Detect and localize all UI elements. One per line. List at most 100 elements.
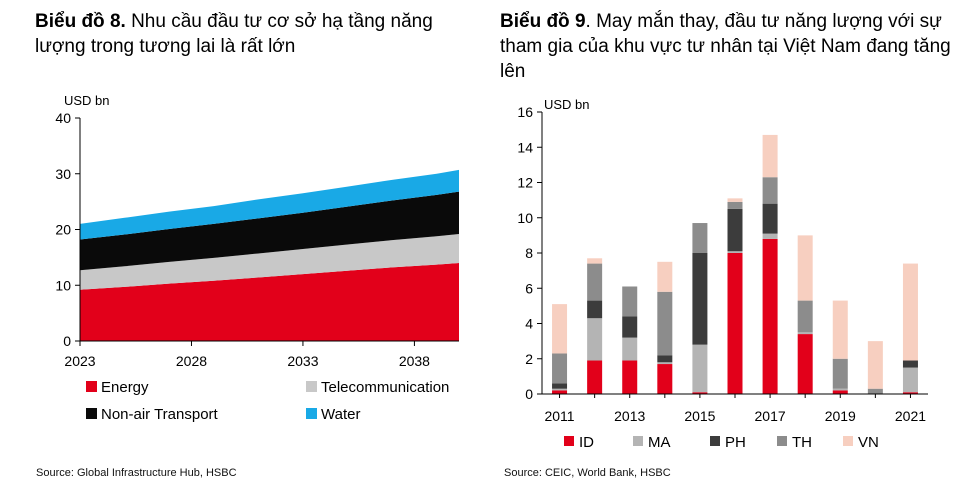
chart-panel-infrastructure-demand: Biểu đồ 8. Nhu cầu đầu tư cơ sở hạ tầng … — [35, 9, 475, 479]
chart-title: Biểu đồ 8. Nhu cầu đầu tư cơ sở hạ tầng … — [35, 9, 475, 59]
bar-ph-2011 — [552, 383, 568, 389]
legend-swatch-non-air-transport — [86, 408, 97, 419]
bar-ph-2014 — [657, 355, 673, 363]
y-tick-label: 10 — [55, 277, 71, 293]
area-water — [80, 169, 459, 240]
x-tick-label: 2021 — [895, 408, 926, 424]
legend-swatch-ma — [633, 436, 643, 446]
y-tick-label: 6 — [525, 280, 533, 296]
legend-swatch-telecommunication — [306, 381, 317, 392]
bar-ma-2012 — [587, 318, 603, 361]
legend-label: Telecommunication — [321, 379, 449, 396]
legend-swatch-ph — [710, 436, 720, 446]
bar-ph-2016 — [727, 208, 743, 252]
bar-id-2016 — [727, 253, 743, 394]
bar-vn-2012 — [587, 258, 603, 264]
bar-id-2013 — [622, 360, 638, 394]
y-tick-label: 40 — [55, 110, 71, 126]
bar-ma-2021 — [902, 367, 918, 393]
legend-label: TH — [792, 434, 812, 451]
stacked-bar-chart: 0 2 4 6 8 10 12 14 16 2011 2013 2015 2017 2019 2021 USD… — [517, 97, 928, 451]
chart-panel-private-energy-investment: Biểu đồ 9. May mắn thay, đầu tư năng lượ… — [487, 0, 974, 500]
y-tick-label: 16 — [517, 104, 533, 120]
bar-ma-2013 — [622, 337, 638, 361]
bar-th-2017 — [762, 177, 778, 204]
bar-ma-2018 — [797, 332, 813, 335]
chart-title-prefix: Biểu đồ 9 — [500, 11, 586, 32]
bar-ph-2021 — [902, 360, 918, 368]
y-tick-label: 30 — [55, 166, 71, 182]
area-energy — [80, 262, 459, 341]
bar-th-2020 — [867, 388, 883, 394]
y-tick-label: 12 — [517, 175, 533, 191]
chart-title-text: . May mắn thay, đầu tư năng lượng với sự… — [500, 11, 951, 82]
legend-label: VN — [858, 434, 879, 451]
bar-vn-2014 — [657, 261, 673, 292]
x-tick-label: 2017 — [755, 408, 786, 424]
bar-th-2015 — [692, 223, 708, 253]
legend-label: Non-air Transport — [101, 406, 219, 423]
bar-th-2012 — [587, 263, 603, 301]
chart-title-prefix: Biểu đồ 8. — [35, 11, 126, 32]
bar-ph-2015 — [692, 253, 708, 345]
y-tick-label: 0 — [63, 333, 71, 349]
bar-th-2013 — [622, 286, 638, 317]
bar-ma-2019 — [832, 388, 848, 391]
legend-label: Water — [321, 406, 360, 423]
legend-swatch-water — [306, 408, 317, 419]
legend-swatch-id — [564, 436, 574, 446]
x-tick-label: 2028 — [176, 353, 207, 369]
legend-swatch-vn — [843, 436, 853, 446]
bar-vn-2019 — [832, 300, 848, 359]
bar-vn-2011 — [552, 304, 568, 354]
area-non-air-transport — [80, 191, 459, 271]
chart-source: Source: Global Infrastructure Hub, HSBC — [36, 467, 237, 479]
bar-id-2014 — [657, 364, 673, 394]
chart-source: Source: CEIC, World Bank, HSBC — [504, 467, 671, 479]
y-tick-label: 20 — [55, 222, 71, 238]
area-chart: 0 10 20 30 40 2023 2028 2033 2038 USD bn Energy Tel… — [55, 93, 459, 423]
x-tick-label: 2013 — [614, 408, 645, 424]
bar-vn-2020 — [867, 341, 883, 389]
y-tick-label: 0 — [525, 386, 533, 402]
bar-vn-2018 — [797, 235, 813, 301]
chart-title-text: Nhu cầu đầu tư cơ sở hạ tầng năng lượng … — [35, 11, 433, 57]
bar-th-2019 — [832, 358, 848, 389]
area-telecommunication — [80, 233, 459, 290]
bar-id-2017 — [762, 238, 778, 394]
x-tick-label: 2015 — [684, 408, 715, 424]
y-tick-label: 14 — [517, 139, 533, 155]
bar-vn-2017 — [762, 134, 778, 178]
bar-ph-2012 — [587, 300, 603, 319]
bar-ma-2015 — [692, 344, 708, 393]
bar-ma-2014 — [657, 362, 673, 365]
bar-ma-2011 — [552, 388, 568, 391]
bar-id-2021 — [902, 392, 918, 394]
bar-id-2011 — [552, 390, 568, 394]
y-tick-label: 4 — [525, 316, 533, 332]
bar-ma-2016 — [727, 251, 743, 253]
bar-id-2018 — [797, 334, 813, 394]
x-tick-label: 2011 — [544, 408, 574, 424]
bar-th-2014 — [657, 291, 673, 356]
bar-th-2018 — [797, 300, 813, 333]
x-tick-label: 2038 — [399, 353, 430, 369]
bar-ma-2017 — [762, 233, 778, 239]
bar-th-2011 — [552, 353, 568, 384]
bar-vn-2016 — [727, 198, 743, 202]
legend-label: ID — [579, 434, 594, 451]
unit-label: USD bn — [64, 93, 110, 108]
legend-label: Energy — [101, 379, 149, 396]
bar-ph-2013 — [622, 316, 638, 338]
legend-label: MA — [648, 434, 671, 451]
x-tick-label: 2019 — [825, 408, 856, 424]
bar-id-2012 — [587, 360, 603, 394]
x-tick-label: 2023 — [64, 353, 95, 369]
bar-th-2016 — [727, 201, 743, 209]
y-tick-label: 10 — [517, 210, 533, 226]
legend-swatch-th — [777, 436, 787, 446]
y-tick-label: 8 — [525, 245, 533, 261]
bar-vn-2021 — [902, 263, 918, 361]
unit-label: USD bn — [544, 97, 590, 112]
chart-title: Biểu đồ 9. May mắn thay, đầu tư năng lượ… — [500, 9, 960, 84]
